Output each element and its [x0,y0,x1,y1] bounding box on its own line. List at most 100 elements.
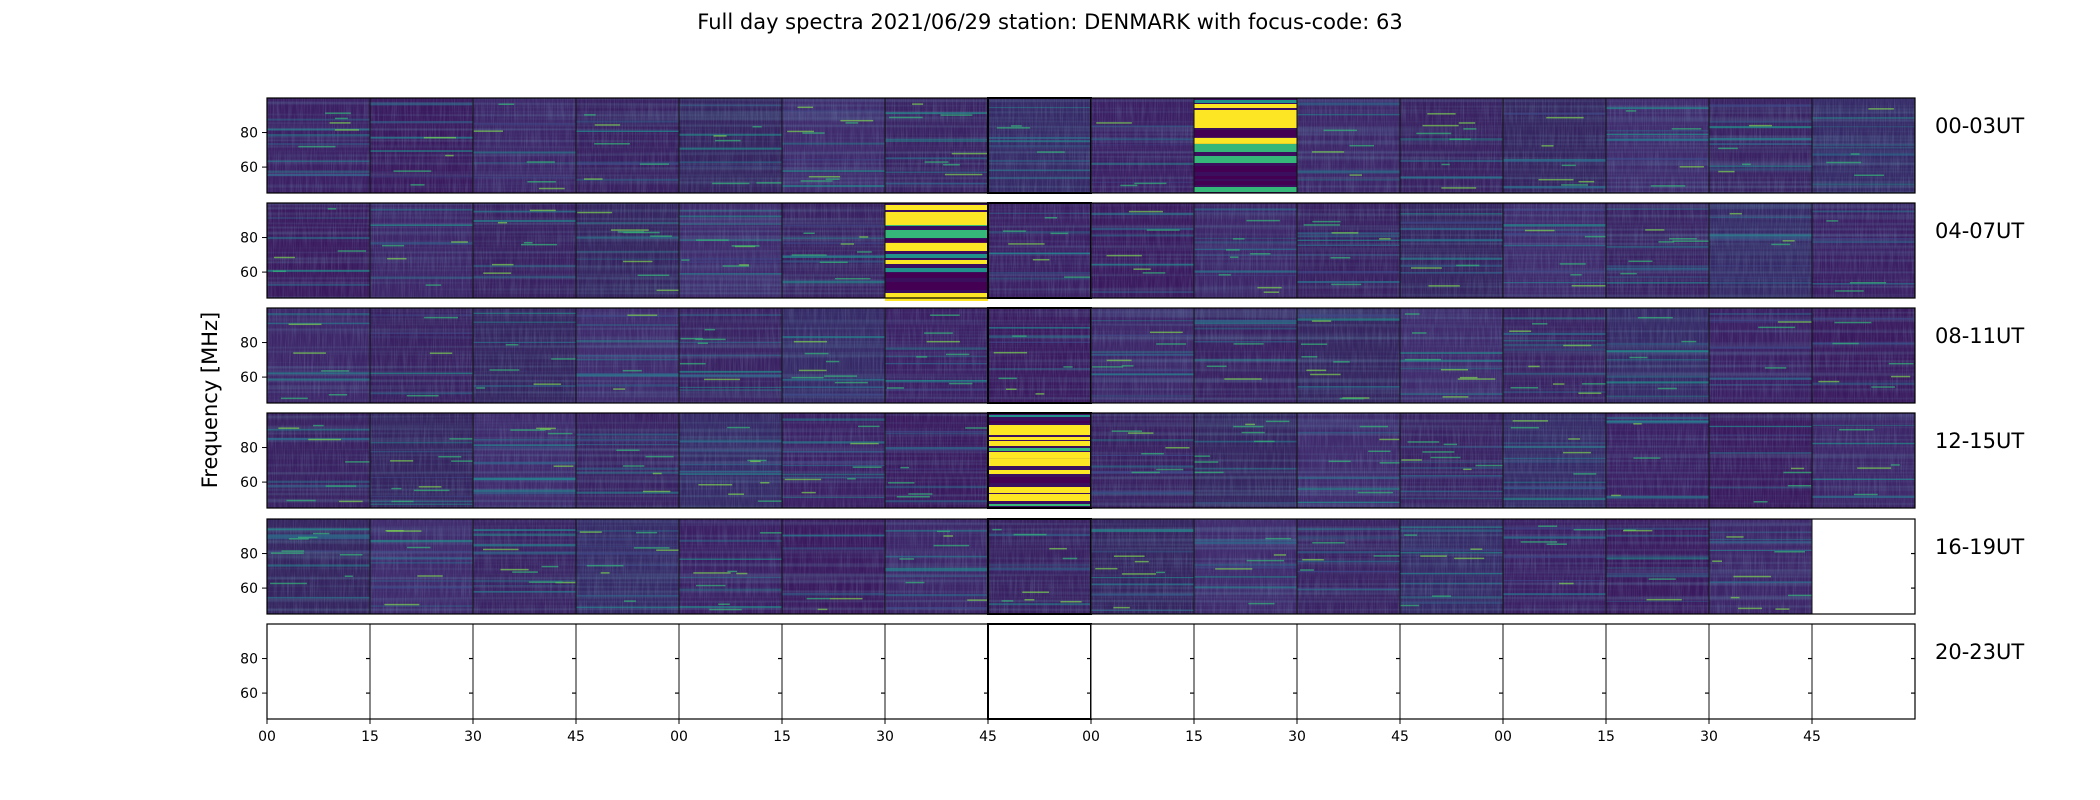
x-tick-label: 30 [876,729,894,745]
y-tick-label: 60 [240,265,258,281]
spectrum-panel [1090,518,1195,615]
spectrum-panel [266,97,371,194]
spectrum-panel [575,97,680,194]
row-04-07UT: 60 80 04-07UT [240,202,2024,301]
y-tick-label: 60 [240,581,258,597]
row-frame [266,202,1916,299]
row-12-15UT: 60 80 12-15UT [240,412,2024,509]
spectrum-panel [266,623,371,720]
spectrum-panel [781,518,886,615]
spectrum-panel [1193,518,1298,615]
spectrum-panel [1605,518,1710,615]
spectrum-panel [472,202,577,299]
spectrum-panel [1193,623,1298,720]
x-tick-label: 30 [1288,729,1306,745]
spectrum-panel [472,97,577,194]
spectrum-panel [1502,623,1607,720]
spectrum-panel [1502,412,1607,509]
spectrum-panel [1296,623,1401,720]
spectrum-panel [1090,97,1195,194]
spectrum-panel [1296,412,1409,509]
spectrum-panel [575,518,689,615]
spectrum-panel [1811,623,1916,720]
spectrum-panel [987,307,1092,404]
spectrum-panel [1193,202,1298,299]
y-tick-label: 80 [240,231,258,247]
spectrum-panel [1708,623,1813,720]
x-tick-label: 15 [1597,729,1615,745]
spectrum-panel [1708,518,1821,615]
y-tick-label: 60 [240,475,258,491]
y-tick-label: 60 [240,370,258,386]
spectrum-panel [575,202,683,299]
x-tick-label: 45 [1803,729,1821,745]
spectrum-panel [369,518,474,615]
spectrum-panel [781,412,886,509]
spectrum-panel [1605,307,1710,404]
spectrum-panel [781,623,886,720]
spectrum-panel [369,412,489,509]
spectrum-panel [678,307,783,404]
spectrum-panel [1708,412,1816,509]
spectrum-panel [884,412,1001,509]
spectrum-panel [678,518,798,615]
y-tick-label: 60 [240,160,258,176]
spectrum-panel [369,623,474,720]
spectrum-panel [1811,518,1916,615]
spectrum-panel [1502,202,1610,299]
spectrum-panel [987,202,1092,299]
y-tick-label: 80 [240,441,258,457]
spectrum-panel [266,307,371,404]
spectrum-panel [472,518,578,615]
spectrum-panel [781,97,886,194]
spectrum-panel [1399,202,1504,299]
spectrum-panel [1296,307,1401,404]
x-tick-label: 15 [1185,729,1203,745]
spectrum-panel [472,412,577,509]
chart-title: Full day spectra 2021/06/29 station: DEN… [697,10,1403,34]
spectrum-panel [1811,307,1916,404]
y-tick-label: 80 [240,336,258,352]
row-time-label: 00-03UT [1935,114,2024,138]
x-tick-label: 00 [670,729,688,745]
x-tick-label: 15 [773,729,791,745]
spectrum-panel [1502,518,1608,615]
x-tick-label: 45 [979,729,997,745]
row-time-label: 20-23UT [1935,640,2024,664]
x-tick-label: 15 [361,729,379,745]
spectrum-panel [781,307,886,404]
x-tick-label: 00 [1494,729,1512,745]
spectrum-panel [472,623,577,720]
spectrum-panel [678,623,783,720]
row-16-19UT: 60 80 16-19UT [240,518,2024,615]
spectrum-panel [884,307,989,404]
spectrum-panel [678,97,783,194]
spectrum-panel [884,518,998,615]
spectrum-panel [1708,307,1815,404]
spectrum-panel [884,202,1001,301]
spectrum-panel [369,97,474,194]
spectrum-panel [1605,97,1710,194]
spectrum-panel [1399,97,1504,194]
spectrum-panel [1193,412,1298,509]
row-frame [266,307,1916,404]
x-tick-label: 00 [1082,729,1100,745]
spectrum-panel [1090,623,1195,720]
x-tick-label: 45 [567,729,585,745]
row-frame [266,518,1916,615]
spectrum-panel [1502,307,1607,404]
spectrum-panel [884,623,989,720]
spectrum-panel [472,307,588,404]
row-time-label: 04-07UT [1935,219,2024,243]
spectrum-panel [1193,97,1306,194]
spectrum-panel [266,412,375,509]
y-tick-label: 80 [240,126,258,142]
spectrum-panel [266,518,371,615]
spectrum-panel [1296,202,1401,299]
spectrum-panel [1605,202,1710,299]
spectrum-panel [1399,518,1504,615]
spectrum-panel [1399,307,1504,404]
spectrum-panel [987,623,1092,720]
spectrum-panel [1296,518,1410,615]
